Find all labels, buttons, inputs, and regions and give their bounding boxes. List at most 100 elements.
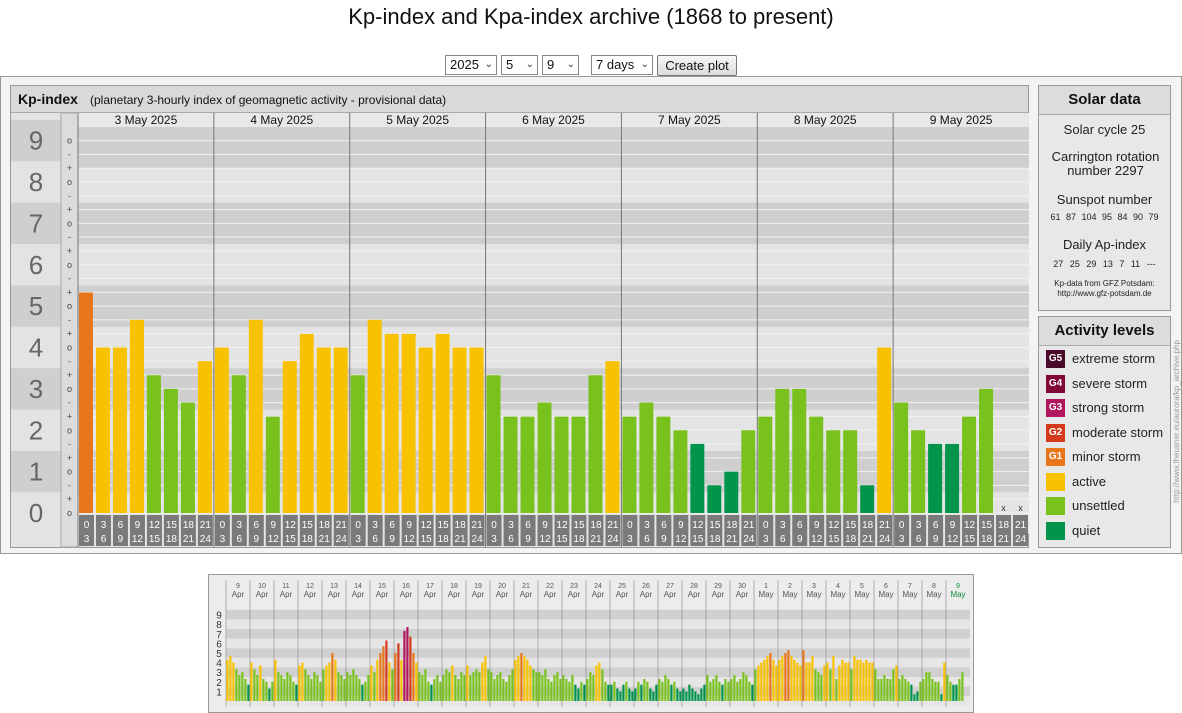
kp-bar	[452, 347, 467, 513]
overview-band	[226, 629, 970, 639]
kp-hour-start: 12	[964, 520, 976, 531]
kp-day-label: 7 May 2025	[658, 113, 721, 127]
kp-day-label: 5 May 2025	[386, 113, 449, 127]
overview-bar	[670, 684, 673, 701]
overview-bar	[334, 659, 337, 701]
kp-hour-box	[452, 515, 468, 546]
overview-bar	[769, 653, 772, 701]
kp-hour-end: 12	[268, 534, 280, 545]
overview-bar	[817, 672, 820, 701]
kp-hour-end: 12	[811, 534, 823, 545]
overview-bar	[766, 655, 769, 701]
kp-hour-end: 9	[254, 534, 260, 545]
overview-bar	[661, 681, 664, 701]
kp-level-band	[11, 244, 61, 286]
kp-minor-tick: o	[67, 343, 72, 353]
overview-day-number: 15	[378, 583, 386, 590]
overview-bar	[601, 669, 604, 701]
overview-bar	[595, 665, 598, 701]
overview-bar	[742, 672, 745, 701]
kp-hour-start: 0	[899, 520, 905, 531]
overview-bar	[235, 669, 238, 701]
kp-chart-header	[11, 86, 1028, 113]
overview-bar	[712, 678, 715, 701]
kp-bar	[860, 485, 875, 513]
kp-hour-end: 3	[627, 534, 633, 545]
activity-label: extreme storm	[1072, 351, 1156, 366]
kp-hour-start: 12	[556, 520, 568, 531]
kp-hour-end: 21	[862, 534, 874, 545]
overview-month-label: May	[830, 590, 845, 599]
kp-hour-start: 18	[998, 520, 1010, 531]
overview-bar	[544, 669, 547, 701]
overview-bar	[772, 659, 775, 701]
year-select[interactable]: 2025 ⌄	[445, 55, 497, 75]
overview-month-label: May	[950, 590, 965, 599]
kp-hour-end: 21	[319, 534, 331, 545]
overview-bar	[289, 675, 292, 701]
overview-bar	[802, 650, 805, 701]
overview-day-number: 21	[522, 583, 530, 590]
activity-label: unsettled	[1072, 498, 1125, 513]
overview-day-number: 11	[282, 583, 289, 590]
kp-hour-start: 21	[472, 520, 484, 531]
data-source-link[interactable]: http://www.gfz-potsdam.de	[1057, 289, 1152, 298]
kp-bar	[724, 471, 739, 513]
overview-bar	[631, 691, 634, 701]
overview-bar	[514, 659, 517, 701]
kp-level-band	[11, 326, 61, 369]
kp-bar	[95, 347, 110, 513]
overview-bar	[376, 659, 379, 701]
overview-bar	[448, 672, 451, 701]
overview-bar	[640, 684, 643, 701]
overview-bar	[757, 665, 760, 701]
overview-bar	[274, 659, 277, 701]
overview-bar	[265, 681, 268, 701]
overview-bar	[646, 681, 649, 701]
kp-bar	[146, 375, 161, 513]
overview-bar	[385, 640, 388, 701]
kp-bar	[622, 416, 637, 513]
overview-band	[226, 609, 970, 620]
overview-bar	[751, 684, 754, 701]
create-plot-button[interactable]: Create plot	[657, 55, 737, 76]
overview-level-label: 7	[216, 630, 222, 641]
overview-bar	[226, 659, 229, 701]
kp-hour-box	[996, 515, 1012, 546]
range-select[interactable]: 7 days ⌄	[591, 55, 653, 75]
kp-bar	[962, 416, 977, 513]
overview-bar	[691, 688, 694, 701]
overview-bar	[826, 662, 829, 701]
activity-swatch: G1	[1046, 448, 1065, 466]
overview-level-label: 1	[216, 687, 222, 698]
overview-bar	[466, 665, 469, 701]
overview-bar	[859, 659, 862, 701]
overview-bar	[904, 678, 907, 701]
kp-hour-start: 15	[845, 520, 857, 531]
kp-minor-tick: -	[68, 356, 71, 366]
overview-day-number: 9	[236, 583, 240, 590]
activity-swatch: G2	[1046, 423, 1065, 442]
kp-level-band	[11, 492, 61, 513]
overview-day-number: 6	[884, 583, 888, 590]
overview-bar	[409, 636, 412, 701]
overview-bar	[433, 678, 436, 701]
overview-month-label: Apr	[280, 590, 293, 599]
day-select[interactable]: 9 ⌄	[542, 55, 579, 75]
kp-bar	[894, 402, 909, 513]
kp-bar	[775, 388, 790, 513]
overview-bar	[505, 681, 508, 701]
kp-hour-end: 6	[101, 534, 107, 545]
overview-band	[226, 648, 970, 658]
overview-bar	[394, 653, 397, 701]
overview-bar	[277, 672, 280, 701]
kp-day-label: 8 May 2025	[794, 113, 857, 127]
overview-bar	[436, 675, 439, 701]
month-select[interactable]: 5 ⌄	[501, 55, 538, 75]
overview-bar	[937, 681, 940, 701]
kp-hour-end: 24	[200, 534, 212, 545]
overview-bar	[586, 678, 589, 701]
overview-bar	[547, 678, 550, 701]
overview-bar	[310, 678, 313, 701]
kp-hour-end: 9	[118, 534, 124, 545]
